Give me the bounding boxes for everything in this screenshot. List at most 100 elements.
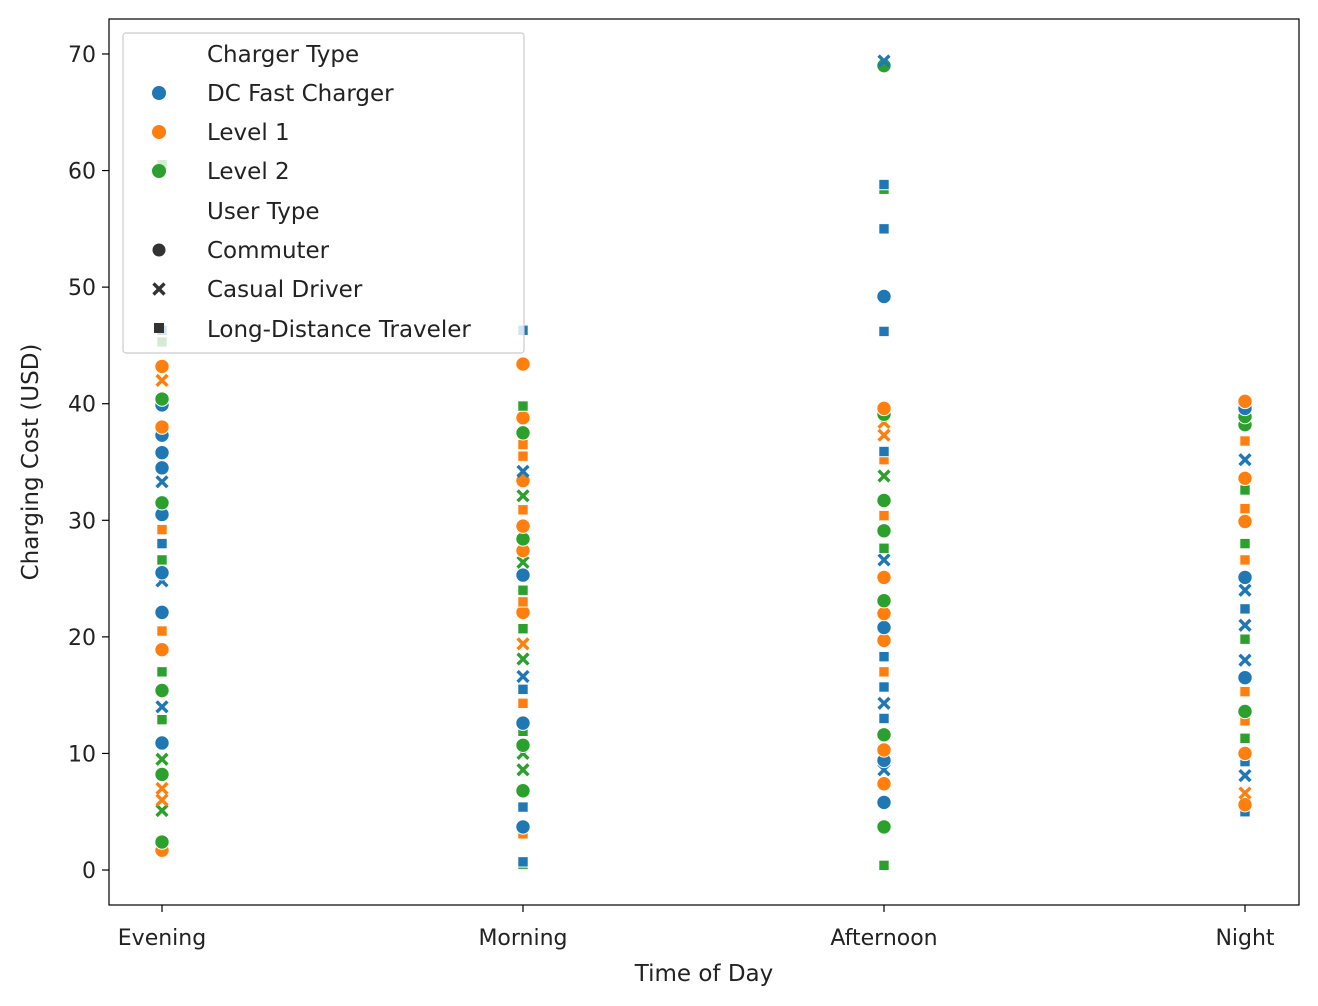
point-morning-level-2-long-distance-traveler — [517, 400, 529, 412]
point-morning-dc-fast-charger-commuter — [515, 819, 531, 835]
legend-marker-dc-fast-charger — [152, 86, 166, 100]
point-evening-dc-fast-charger-commuter — [154, 735, 170, 751]
y-tick-label-20: 20 — [68, 626, 96, 651]
point-morning-level-2-commuter — [515, 783, 531, 799]
y-axis-label: Charging Cost (USD) — [18, 344, 44, 581]
x-tick-label-morning: Morning — [478, 926, 567, 951]
point-afternoon-level-1-commuter — [876, 742, 892, 758]
point-morning-dc-fast-charger-long-distance-traveler — [517, 683, 529, 696]
point-evening-level-2-long-distance-traveler — [156, 713, 168, 726]
point-morning-level-2-commuter — [515, 425, 531, 441]
point-night-dc-fast-charger-casual-driver — [1238, 768, 1252, 783]
point-morning-level-1-long-distance-traveler — [517, 450, 529, 462]
point-morning-dc-fast-charger-casual-driver — [516, 669, 530, 684]
y-tick-label-40: 40 — [68, 393, 96, 418]
point-afternoon-dc-fast-charger-long-distance-traveler — [878, 325, 890, 338]
point-afternoon-level-2-commuter — [876, 57, 892, 74]
x-tick-label-night: Night — [1215, 926, 1274, 951]
point-afternoon-level-1-commuter — [876, 632, 892, 649]
point-evening-level-1-long-distance-traveler — [156, 625, 168, 637]
point-night-level-2-long-distance-traveler — [1239, 732, 1251, 744]
point-afternoon-level-1-casual-driver — [877, 428, 891, 442]
point-morning-level-2-commuter — [515, 737, 531, 753]
point-night-level-1-commuter — [1237, 470, 1253, 487]
legend-marker-commuter — [152, 243, 166, 257]
x-tick-label-evening: Evening — [118, 926, 206, 951]
point-night-level-1-commuter — [1237, 393, 1253, 410]
point-afternoon-dc-fast-charger-long-distance-traveler — [878, 650, 890, 663]
legend-box — [122, 32, 525, 354]
point-morning-level-2-long-distance-traveler — [517, 584, 529, 596]
point-afternoon-level-2-commuter — [876, 727, 892, 743]
point-night-dc-fast-charger-casual-driver — [1238, 618, 1252, 632]
point-night-dc-fast-charger-casual-driver — [1238, 653, 1252, 667]
point-evening-level-2-commuter — [154, 834, 170, 850]
point-afternoon-level-1-commuter — [876, 605, 892, 622]
point-morning-level-2-casual-driver — [516, 489, 530, 503]
y-tick-label-0: 0 — [82, 859, 96, 884]
point-evening-level-2-commuter — [154, 682, 170, 699]
point-morning-level-1-long-distance-traveler — [517, 504, 529, 516]
point-morning-dc-fast-charger-casual-driver — [516, 464, 530, 478]
point-night-level-1-casual-driver — [1238, 786, 1252, 800]
point-night-level-1-long-distance-traveler — [1239, 685, 1251, 698]
x-axis-label: Time of Day — [634, 961, 774, 987]
point-afternoon-level-2-casual-driver — [877, 469, 891, 483]
point-morning-level-2-casual-driver — [516, 555, 530, 569]
point-evening-level-1-long-distance-traveler — [156, 523, 168, 536]
legend: Charger Type DC Fast Charger Level 1 Lev… — [122, 32, 525, 354]
point-night-dc-fast-charger-commuter — [1237, 669, 1253, 686]
point-night-level-1-commuter — [1237, 797, 1253, 813]
point-evening-level-1-casual-driver — [155, 793, 169, 807]
point-evening-level-2-commuter — [154, 391, 170, 407]
point-evening-dc-fast-charger-casual-driver — [155, 475, 169, 489]
point-evening-level-1-casual-driver — [155, 781, 169, 796]
legend-title-user-type: User Type — [207, 199, 320, 225]
point-evening-level-1-commuter — [154, 641, 170, 658]
point-evening-level-1-commuter — [154, 419, 170, 435]
point-afternoon-dc-fast-charger-casual-driver — [877, 54, 891, 68]
point-night-dc-fast-charger-casual-driver — [1238, 453, 1252, 467]
y-axis: 0 10 20 30 40 50 60 70 — [68, 43, 109, 884]
point-morning-level-1-casual-driver — [516, 637, 530, 651]
legend-label-dc-fast-charger: DC Fast Charger — [207, 81, 394, 107]
point-morning-level-1-long-distance-traveler — [517, 438, 529, 451]
point-afternoon-dc-fast-charger-long-distance-traveler — [878, 712, 890, 725]
point-night-level-1-commuter — [1237, 745, 1253, 762]
point-night-dc-fast-charger-long-distance-traveler — [1239, 603, 1251, 615]
point-afternoon-dc-fast-charger-casual-driver — [877, 696, 891, 710]
legend-label-level-1: Level 1 — [207, 120, 290, 146]
point-morning-level-2-casual-driver — [516, 652, 530, 666]
point-afternoon-dc-fast-charger-commuter — [876, 619, 892, 636]
point-evening-dc-fast-charger-casual-driver — [155, 700, 169, 714]
point-evening-dc-fast-charger-long-distance-traveler — [156, 537, 168, 550]
point-afternoon-level-1-commuter — [876, 569, 892, 586]
point-morning-level-1-commuter — [515, 410, 531, 426]
point-night-level-2-long-distance-traveler — [1239, 484, 1251, 496]
point-evening-dc-fast-charger-commuter — [154, 565, 170, 581]
legend-label-casual-driver: Casual Driver — [207, 277, 363, 303]
legend-label-long-distance-traveler: Long-Distance Traveler — [207, 317, 471, 343]
point-evening-level-2-commuter — [154, 495, 170, 511]
y-tick-label-10: 10 — [68, 742, 96, 767]
point-evening-level-1-casual-driver — [155, 373, 169, 387]
point-evening-level-2-long-distance-traveler — [156, 666, 168, 678]
point-morning-dc-fast-charger-long-distance-traveler — [517, 856, 529, 868]
point-afternoon-level-1-long-distance-traveler — [878, 509, 890, 522]
point-morning-dc-fast-charger-long-distance-traveler — [517, 801, 529, 813]
point-evening-level-2-long-distance-traveler — [156, 554, 168, 566]
point-night-level-2-long-distance-traveler — [1239, 633, 1251, 645]
point-night-level-1-long-distance-traveler — [1239, 502, 1251, 515]
point-afternoon-level-1-long-distance-traveler — [878, 666, 890, 678]
point-evening-dc-fast-charger-commuter — [154, 604, 170, 621]
point-afternoon-dc-fast-charger-casual-driver — [877, 553, 891, 567]
point-afternoon-level-2-commuter — [876, 819, 892, 835]
point-morning-level-2-commuter — [515, 531, 531, 547]
point-afternoon-level-2-commuter — [876, 593, 892, 609]
point-afternoon-level-2-long-distance-traveler — [878, 859, 890, 872]
point-afternoon-dc-fast-charger-long-distance-traveler — [878, 681, 890, 693]
axes-frame — [108, 18, 1300, 906]
y-tick-label-60: 60 — [68, 160, 96, 185]
point-evening-dc-fast-charger-commuter — [154, 444, 170, 461]
point-night-dc-fast-charger-commuter — [1237, 569, 1253, 586]
